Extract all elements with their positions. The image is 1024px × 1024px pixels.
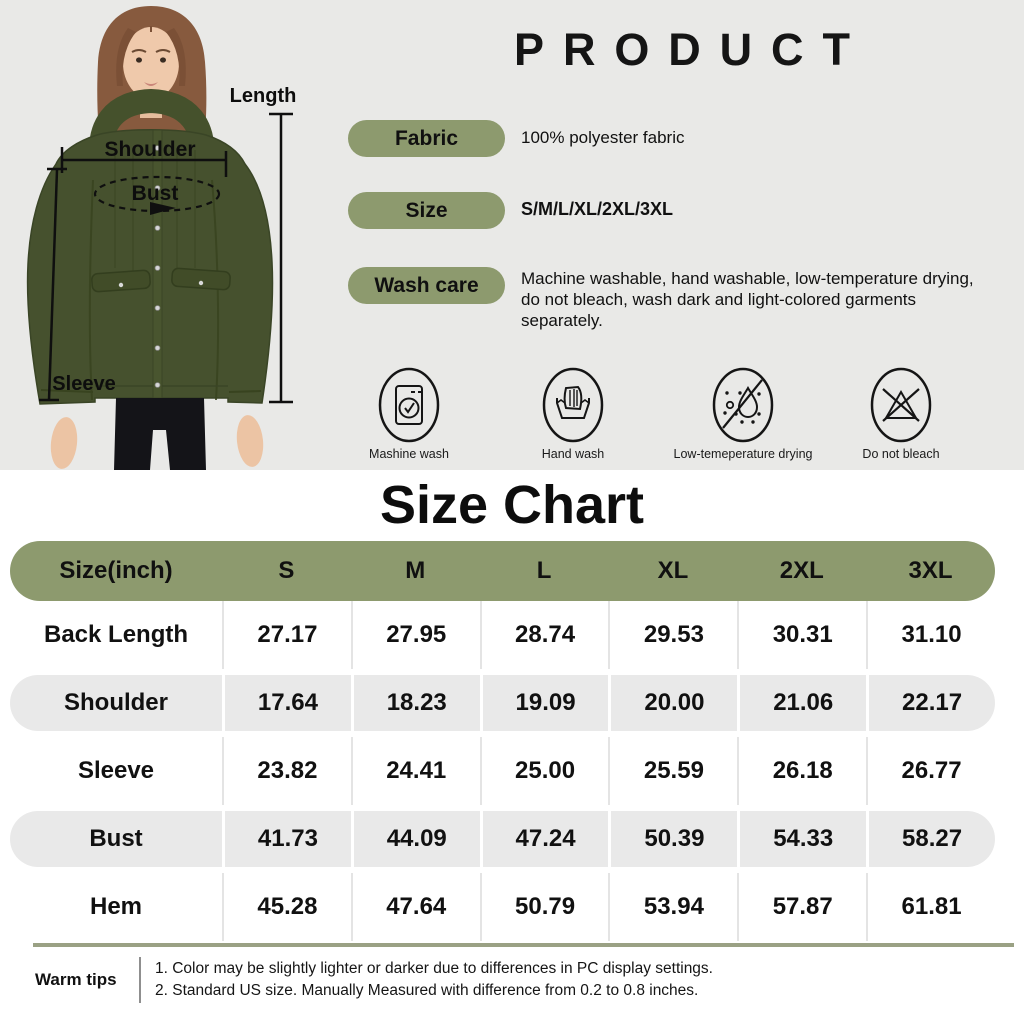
bust-arrow-icon <box>150 202 176 215</box>
care-label: Mashine wash <box>369 447 449 461</box>
warm-tips-text: 1. Color may be slightly lighter or dark… <box>155 958 713 1002</box>
care-hand-wash: Hand wash <box>517 366 629 461</box>
product-info-section: Length Shoulder Bust Sleeve PRODUCT Fabr… <box>0 0 1024 470</box>
cell-value: 22.17 <box>866 675 995 731</box>
care-label: Do not bleach <box>862 447 940 461</box>
row-label: Sleeve <box>77 757 155 784</box>
shoulder-label: Shoulder <box>104 138 195 161</box>
cell-value: 18.23 <box>350 675 480 731</box>
wash-care-row: Wash care Machine washable, hand washabl… <box>348 267 989 332</box>
cell-value: 53.94 <box>608 873 737 941</box>
size-row: Size S/M/L/XL/2XL/3XL <box>348 192 673 229</box>
model-illustration <box>26 6 274 470</box>
page-title: PRODUCT <box>514 24 869 75</box>
cell-value: 19.09 <box>479 675 609 731</box>
cell-value: 20.00 <box>608 675 738 731</box>
header-m: M <box>405 557 426 584</box>
care-label: Low-temeperature drying <box>673 447 813 461</box>
cell-value: 26.18 <box>737 737 866 805</box>
divider-line <box>33 943 1014 947</box>
table-row-hem: Hem 45.28 47.64 50.79 53.94 57.87 61.81 <box>10 873 995 941</box>
measurement-annotations <box>39 112 293 404</box>
cell-value: 25.00 <box>479 737 609 805</box>
header-l: L <box>536 557 552 584</box>
cell-value: 50.79 <box>479 873 609 941</box>
size-chart-table: Size(inch) S M L XL 2XL 3XL Back Length … <box>10 541 995 941</box>
cell-value: 23.82 <box>222 737 351 805</box>
cell-value: 61.81 <box>866 873 995 941</box>
header-3xl: 3XL <box>908 557 953 584</box>
fabric-value: 100% polyester fabric <box>521 128 685 147</box>
size-chart-title: Size Chart <box>379 475 645 535</box>
row-label: Back Length <box>43 621 189 648</box>
do-not-bleach-icon <box>870 367 932 443</box>
product-details-panel: PRODUCT Fabric 100% polyester fabric Siz… <box>340 0 1024 470</box>
header-2xl: 2XL <box>779 557 824 584</box>
low-temp-drying-icon <box>712 367 774 443</box>
warm-tips-label: Warm tips <box>35 970 117 989</box>
table-row-bust: Bust 41.73 44.09 47.24 50.39 54.33 58.27 <box>10 805 995 873</box>
size-pill: Size <box>348 192 505 229</box>
cell-value: 30.31 <box>737 601 866 669</box>
header-s: S <box>278 557 295 584</box>
cell-value: 47.64 <box>350 873 480 941</box>
header-xl: XL <box>657 557 689 584</box>
machine-wash-icon <box>378 367 440 443</box>
row-label: Shoulder <box>10 675 222 731</box>
cell-value: 17.64 <box>222 675 351 731</box>
cell-value: 27.17 <box>222 601 351 669</box>
tip-2: 2. Standard US size. Manually Measured w… <box>155 982 699 999</box>
cell-value: 47.24 <box>479 811 609 867</box>
size-chart-section: Size Chart Size(inch) S M L XL 2XL 3XL B… <box>0 470 1024 1003</box>
cell-value: 21.06 <box>737 675 867 731</box>
cell-value: 44.09 <box>350 811 480 867</box>
table-row-shoulder: Shoulder 17.64 18.23 19.09 20.00 21.06 2… <box>10 669 995 737</box>
warm-tips: Warm tips 1. Color may be slightly light… <box>35 957 1024 1003</box>
model-photo: Length Shoulder Bust Sleeve <box>26 6 297 470</box>
cell-value: 57.87 <box>737 873 866 941</box>
cell-value: 41.73 <box>222 811 351 867</box>
hand-wash-icon <box>542 367 604 443</box>
cell-value: 31.10 <box>866 601 995 669</box>
care-machine-wash: Mashine wash <box>359 366 459 461</box>
tip-1: 1. Color may be slightly lighter or dark… <box>155 960 713 977</box>
header-size-inch: Size(inch) <box>59 557 173 584</box>
wash-care-value: Machine washable, hand washable, low-tem… <box>521 269 974 330</box>
cell-value: 25.59 <box>608 737 737 805</box>
cell-value: 29.53 <box>608 601 737 669</box>
care-label: Hand wash <box>541 447 605 461</box>
cell-value: 27.95 <box>350 601 480 669</box>
size-value: S/M/L/XL/2XL/3XL <box>521 199 674 219</box>
row-label: Bust <box>10 811 222 867</box>
wash-care-pill: Wash care <box>348 267 505 304</box>
care-low-temp-drying: Low-temeperature drying <box>663 366 823 461</box>
care-icons-row: Mashine wash Hand wash <box>340 366 1024 466</box>
cell-value: 28.74 <box>479 601 609 669</box>
warm-tips-divider <box>139 957 141 1003</box>
table-row-back-length: Back Length 27.17 27.95 28.74 29.53 30.3… <box>10 601 995 669</box>
cell-value: 24.41 <box>350 737 480 805</box>
cell-value: 58.27 <box>866 811 995 867</box>
length-label: Length <box>230 85 297 107</box>
cell-value: 45.28 <box>222 873 351 941</box>
sleeve-label: Sleeve <box>52 373 115 395</box>
cell-value: 54.33 <box>737 811 867 867</box>
cell-value: 50.39 <box>608 811 738 867</box>
sleeve-line <box>47 169 59 401</box>
care-do-not-bleach: Do not bleach <box>829 366 973 461</box>
bust-label: Bust <box>132 182 179 205</box>
fabric-pill: Fabric <box>348 120 505 157</box>
cell-value: 26.77 <box>866 737 995 805</box>
table-row-sleeve: Sleeve 23.82 24.41 25.00 25.59 26.18 26.… <box>10 737 995 805</box>
row-label: Hem <box>89 893 143 920</box>
size-chart-header-row: Size(inch) S M L XL 2XL 3XL <box>10 541 995 601</box>
fabric-row: Fabric 100% polyester fabric <box>348 120 684 157</box>
